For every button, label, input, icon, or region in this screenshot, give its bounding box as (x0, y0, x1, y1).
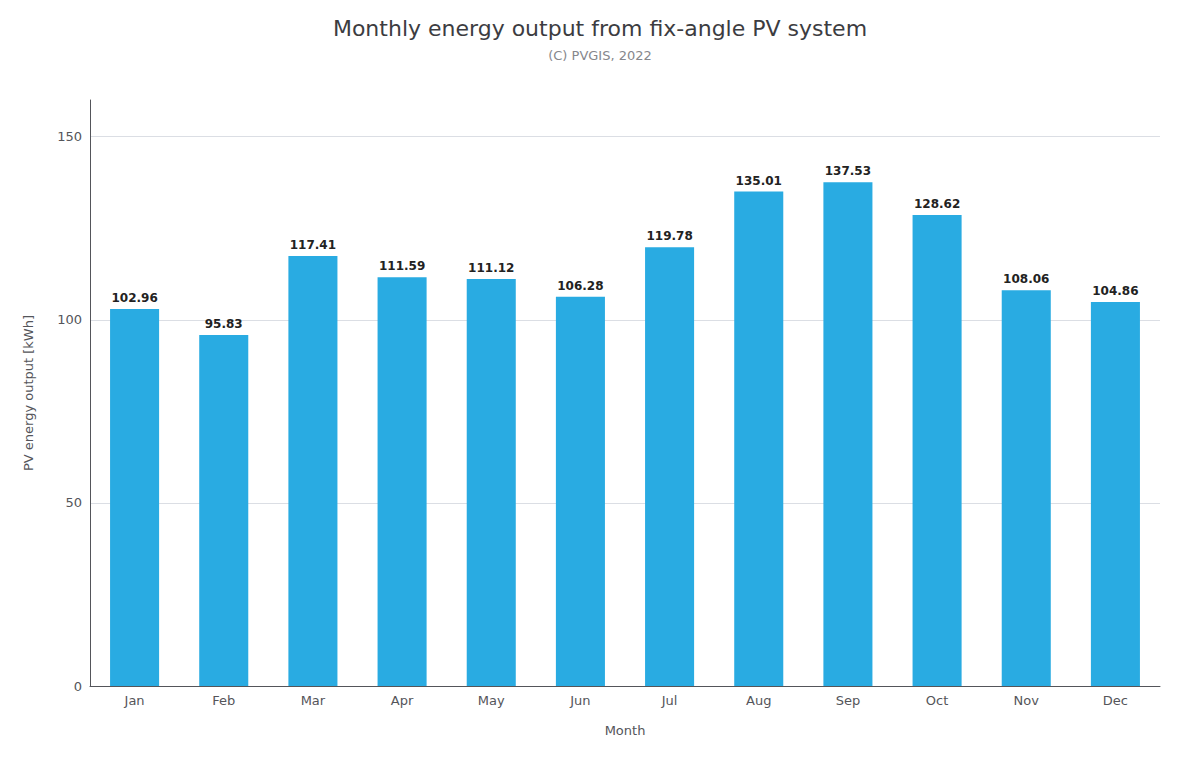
svg-text:Dec: Dec (1103, 693, 1128, 708)
svg-text:Mar: Mar (301, 693, 326, 708)
svg-text:Sep: Sep (836, 693, 861, 708)
svg-text:PV energy output [kWh]: PV energy output [kWh] (21, 315, 36, 471)
svg-text:102.96: 102.96 (111, 291, 157, 305)
svg-text:Feb: Feb (212, 693, 235, 708)
svg-text:137.53: 137.53 (825, 164, 871, 178)
svg-text:0: 0 (74, 679, 82, 694)
svg-text:150: 150 (57, 129, 82, 144)
svg-text:Month: Month (605, 723, 646, 738)
svg-text:Jul: Jul (661, 693, 678, 708)
svg-text:119.78: 119.78 (646, 229, 692, 243)
svg-text:May: May (478, 693, 505, 708)
svg-text:95.83: 95.83 (205, 317, 243, 331)
svg-text:Nov: Nov (1014, 693, 1040, 708)
svg-text:111.59: 111.59 (379, 259, 425, 273)
svg-text:Aug: Aug (746, 693, 771, 708)
svg-text:Apr: Apr (391, 693, 414, 708)
svg-text:128.62: 128.62 (914, 197, 960, 211)
svg-text:(C) PVGIS, 2022: (C) PVGIS, 2022 (548, 48, 652, 63)
svg-text:108.06: 108.06 (1003, 272, 1049, 286)
svg-text:Oct: Oct (926, 693, 948, 708)
svg-text:100: 100 (57, 312, 82, 327)
svg-text:Monthly energy output from fix: Monthly energy output from fix-angle PV … (333, 16, 867, 41)
svg-text:135.01: 135.01 (736, 174, 782, 188)
svg-text:117.41: 117.41 (290, 238, 336, 252)
svg-text:Jun: Jun (569, 693, 590, 708)
svg-text:Jan: Jan (124, 693, 145, 708)
svg-text:111.12: 111.12 (468, 261, 514, 275)
svg-text:106.28: 106.28 (557, 279, 603, 293)
svg-text:104.86: 104.86 (1092, 284, 1138, 298)
svg-text:50: 50 (65, 495, 82, 510)
